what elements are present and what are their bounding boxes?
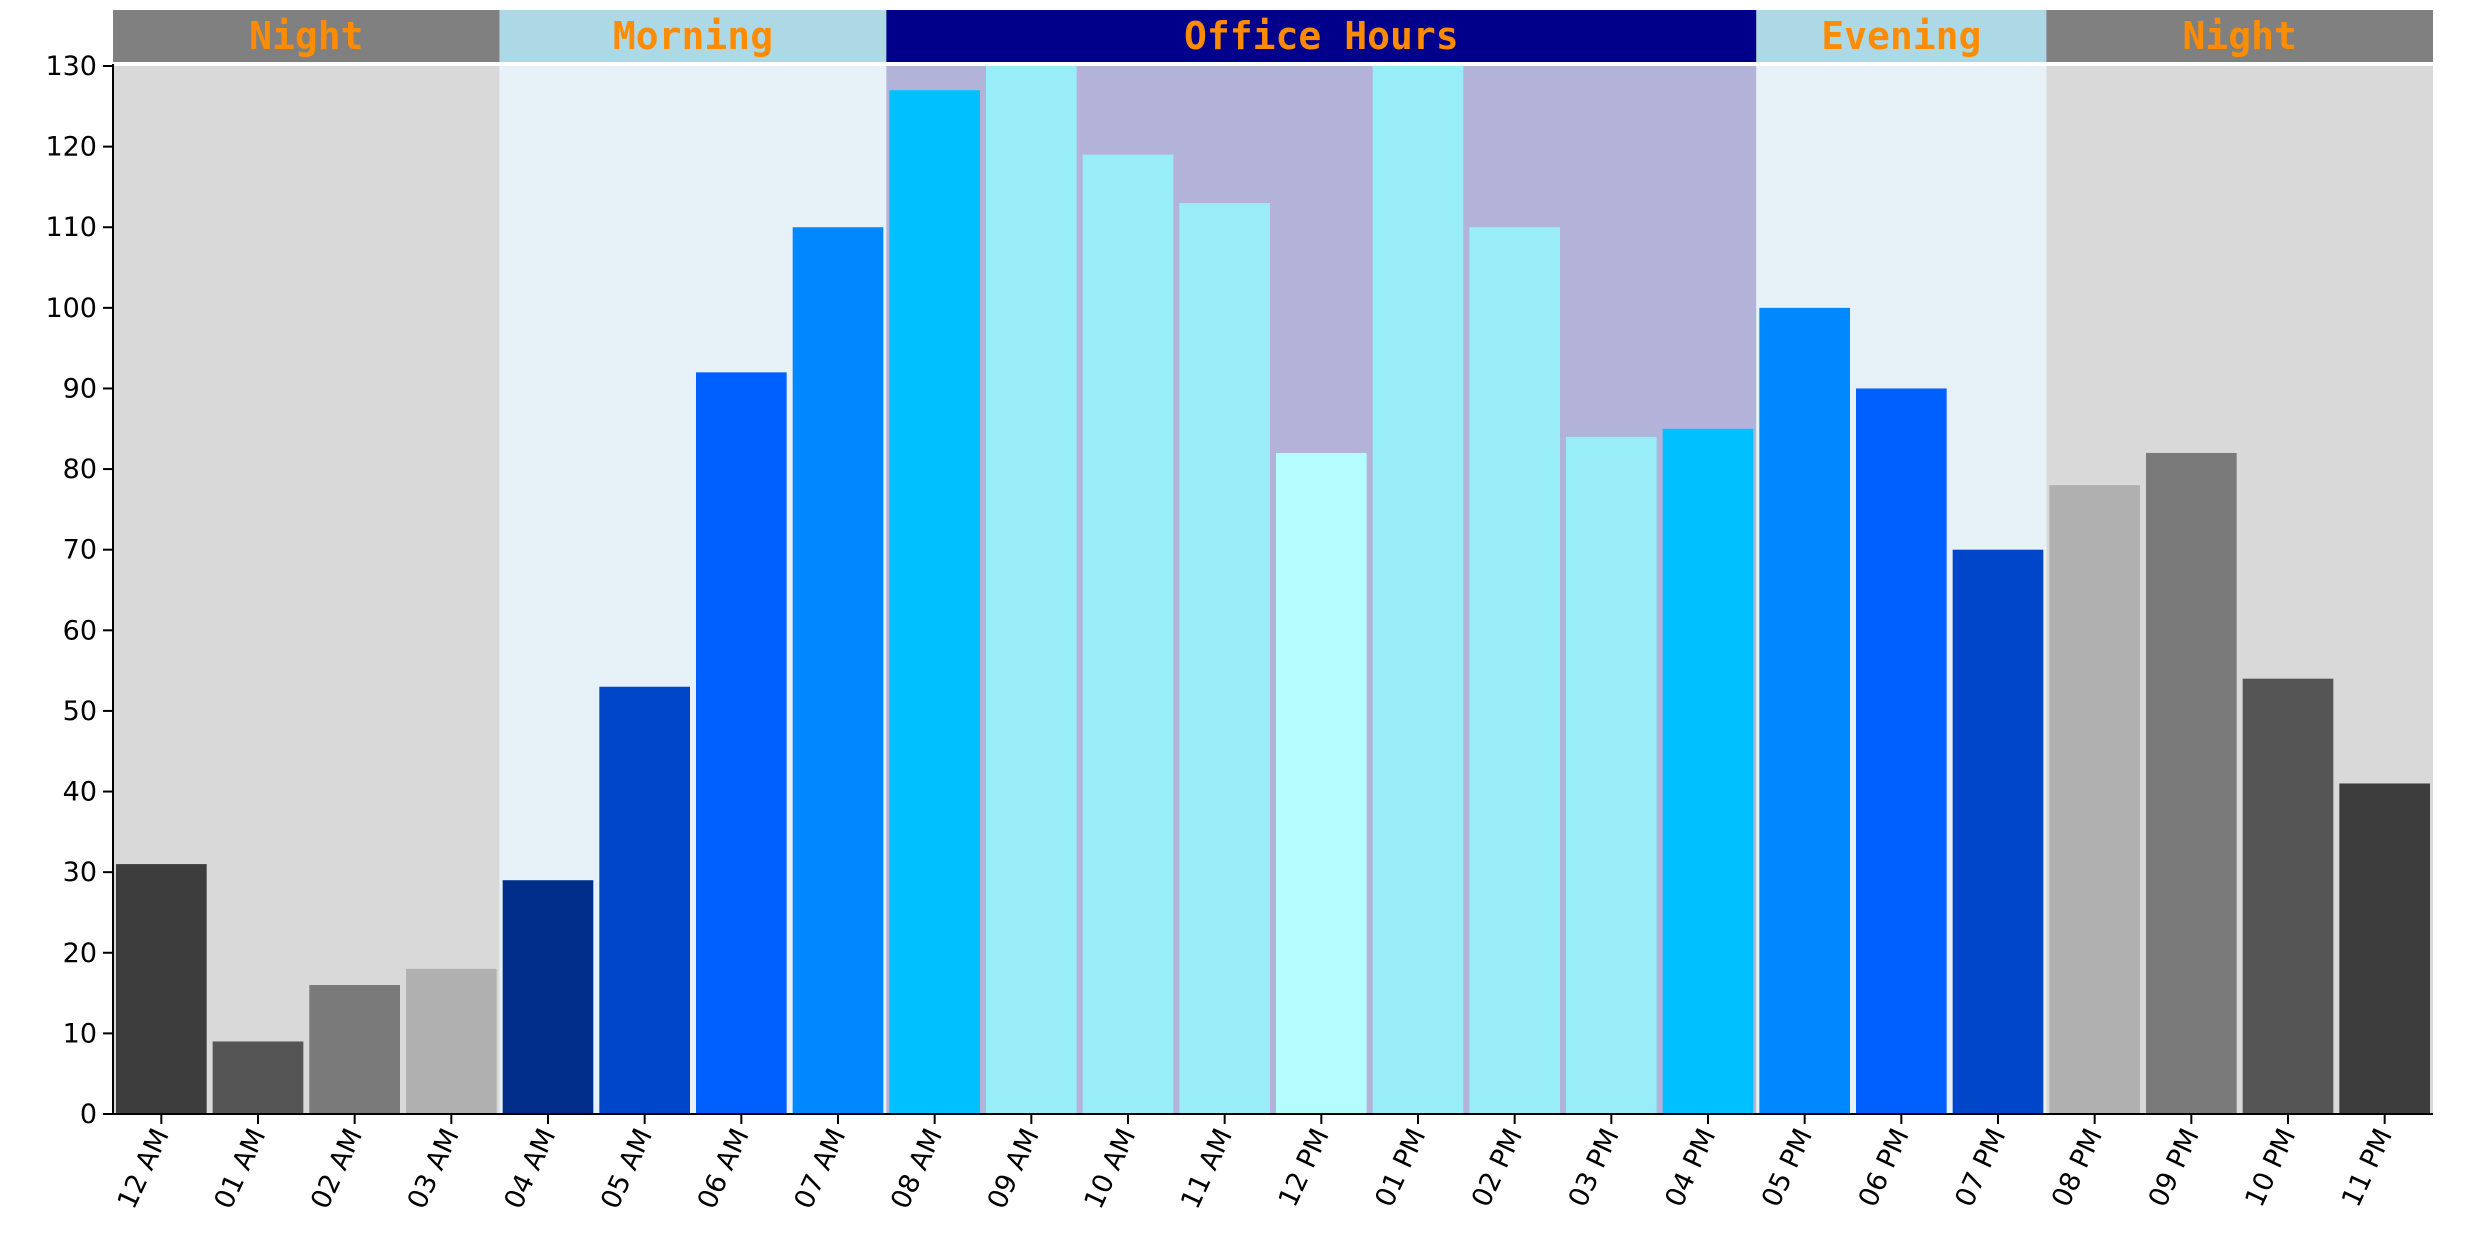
x-tick-label: 12 PM	[1273, 1124, 1336, 1212]
x-tick-label: 05 PM	[1756, 1124, 1819, 1212]
x-tick-label: 09 AM	[982, 1124, 1046, 1214]
bar	[1952, 549, 2044, 1114]
y-tick-label: 70	[63, 535, 97, 566]
x-tick-label: 10 AM	[1078, 1124, 1142, 1214]
bar	[599, 686, 690, 1114]
x-tick-label: 11 PM	[2336, 1124, 2399, 1212]
x-tick-label: 08 AM	[885, 1124, 949, 1214]
bar	[1759, 307, 1850, 1114]
y-tick-label: 60	[63, 615, 97, 646]
bar	[1179, 203, 1270, 1115]
y-tick-label: 130	[45, 51, 97, 82]
bar-series	[116, 66, 2430, 1115]
bar	[2049, 485, 2140, 1114]
y-tick-label: 30	[63, 857, 97, 888]
bar	[502, 880, 594, 1114]
x-tick-label: 07 PM	[1949, 1124, 2012, 1212]
x-tick-label: 05 AM	[595, 1124, 659, 1214]
y-tick-label: 50	[63, 696, 97, 727]
bar	[792, 227, 884, 1114]
x-tick-label: 09 PM	[2143, 1124, 2206, 1212]
period-header	[2046, 10, 2433, 62]
bar	[1566, 436, 1657, 1114]
bar	[1469, 227, 1560, 1114]
x-tick-label: 10 PM	[2239, 1124, 2302, 1212]
x-tick-label: 06 AM	[692, 1124, 756, 1214]
bar	[1082, 154, 1174, 1114]
y-tick-label: 80	[63, 454, 97, 485]
period-header	[499, 10, 887, 62]
y-axis: 0 10 20 30 40 50 60 70 80 90 100 110 120 130	[45, 51, 114, 1130]
period-label: Morning	[613, 14, 773, 58]
bar	[1662, 428, 1754, 1114]
bar	[986, 66, 1077, 1114]
x-tick-label: 01 PM	[1369, 1124, 1432, 1212]
y-tick-label: 20	[63, 938, 97, 969]
period-header	[1756, 10, 2047, 62]
bar	[696, 372, 787, 1114]
bar	[2339, 783, 2430, 1114]
y-tick-label: 120	[45, 132, 97, 163]
period-label: Evening	[1821, 14, 1981, 58]
x-tick-label: 06 PM	[1853, 1124, 1916, 1212]
y-tick-label: 40	[63, 777, 97, 808]
period-header	[886, 10, 1757, 62]
bar	[309, 985, 400, 1114]
bar	[2146, 452, 2237, 1114]
y-tick-label: 90	[63, 373, 97, 404]
x-tick-label: 04 AM	[498, 1124, 562, 1214]
x-axis: 12 AM 01 AM 02 AM 03 AM 04 AM 05 AM 06 AM 07 AM…	[112, 1113, 2433, 1214]
bar	[116, 864, 207, 1114]
period-label: Night	[2182, 14, 2296, 58]
y-tick-label: 110	[45, 212, 97, 243]
bar	[212, 1041, 304, 1114]
x-tick-label: 01 AM	[208, 1124, 272, 1214]
period-label: Night	[249, 14, 363, 58]
bar	[1372, 66, 1464, 1114]
bar	[2242, 678, 2334, 1114]
x-tick-label: 04 PM	[1659, 1124, 1722, 1212]
x-tick-label: 03 AM	[402, 1124, 466, 1214]
period-header-bands: Night Morning Office Hours Evening Night	[113, 10, 2433, 62]
x-tick-label: 08 PM	[2046, 1124, 2109, 1212]
bar	[889, 90, 980, 1114]
bar	[1276, 452, 1367, 1114]
period-label: Office Hours	[1184, 14, 1459, 58]
y-tick-label: 100	[45, 293, 97, 324]
x-tick-label: 07 AM	[788, 1124, 852, 1214]
bar	[1856, 388, 1947, 1114]
bar	[406, 968, 497, 1114]
x-tick-label: 03 PM	[1563, 1124, 1626, 1212]
x-tick-label: 11 AM	[1175, 1124, 1239, 1214]
period-header	[113, 10, 500, 62]
x-tick-label: 12 AM	[112, 1124, 176, 1214]
y-tick-label: 10	[63, 1018, 97, 1049]
x-tick-label: 02 PM	[1466, 1124, 1529, 1212]
x-tick-label: 02 AM	[305, 1124, 369, 1214]
y-tick-label: 0	[80, 1099, 97, 1130]
